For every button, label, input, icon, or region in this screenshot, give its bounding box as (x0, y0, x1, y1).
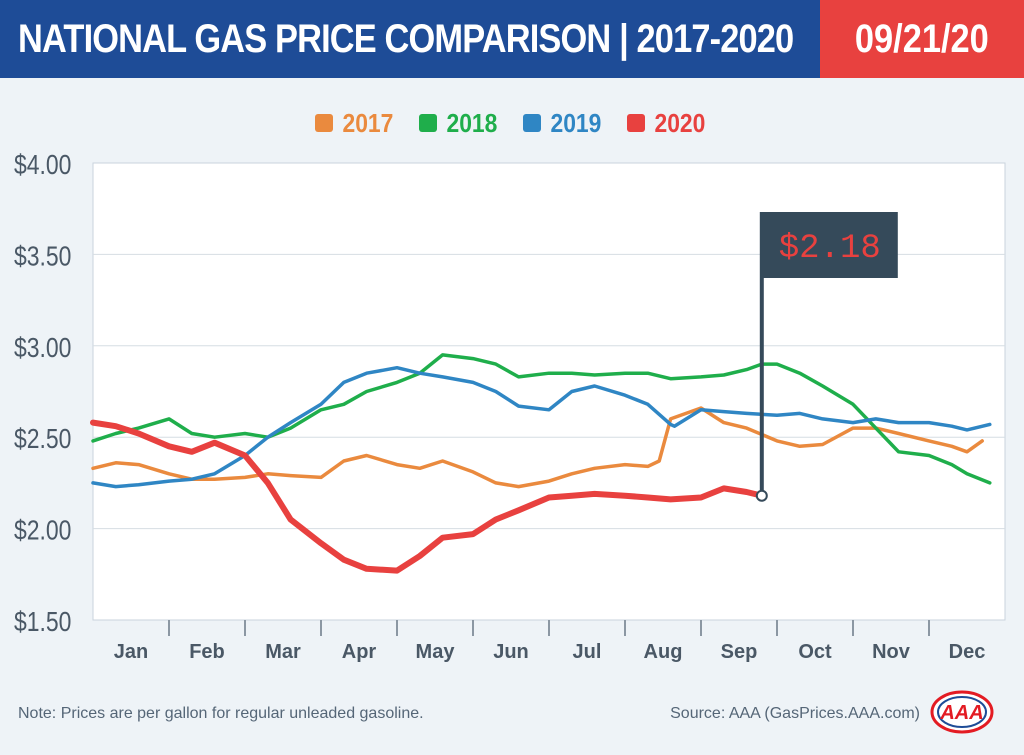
x-tick-label: Oct (798, 641, 832, 663)
x-tick-label: Feb (189, 641, 225, 663)
source-label: Source: AAA (GasPrices.AAA.com) (670, 705, 920, 722)
legend-label: 2020 (654, 107, 706, 138)
header: NATIONAL GAS PRICE COMPARISON | 2017-202… (0, 0, 1024, 78)
series-line-2019 (91, 365, 992, 489)
y-tick-label: $1.50 (14, 607, 71, 638)
aaa-logo: AAA (930, 690, 994, 734)
series-line-2017 (91, 406, 984, 489)
y-tick-label: $2.50 (14, 424, 71, 455)
series-line-2018 (91, 353, 992, 485)
current-price-label: $2.18 (779, 230, 881, 268)
legend-item-2018: 2018 (419, 108, 501, 138)
date-label: 09/21/20 (855, 16, 989, 61)
x-tick-label: Jul (573, 641, 602, 663)
x-tick-label: Jan (114, 641, 148, 663)
x-tick-label: Jun (493, 641, 529, 663)
current-price-marker (755, 489, 768, 502)
footnote: Note: Prices are per gallon for regular … (18, 705, 424, 722)
legend-swatch (523, 114, 541, 132)
legend-item-2019: 2019 (523, 108, 605, 138)
legend-swatch (315, 114, 334, 132)
y-tick-label: $3.50 (14, 241, 71, 272)
legend-item-2020: 2020 (626, 107, 709, 138)
price-flag (761, 212, 898, 278)
x-tick-label: Aug (644, 641, 683, 663)
chart-legend: 2017 2018 2019 2020 (0, 108, 1024, 138)
series-line-2020 (90, 419, 765, 574)
header-date-bar: 09/21/20 (820, 0, 1024, 78)
header-title-bar: NATIONAL GAS PRICE COMPARISON | 2017-202… (0, 0, 820, 78)
x-tick-label: Mar (265, 641, 301, 663)
aaa-logo-text: AAA (939, 702, 983, 724)
legend-swatch (626, 114, 645, 132)
x-tick-label: Apr (342, 641, 377, 663)
x-tick-label: May (416, 641, 456, 663)
y-tick-label: $2.00 (14, 516, 71, 547)
legend-label: 2019 (550, 107, 602, 138)
legend-label: 2018 (446, 107, 498, 138)
page-title: NATIONAL GAS PRICE COMPARISON | 2017-202… (18, 16, 794, 61)
x-tick-label: Sep (721, 641, 758, 663)
legend-label: 2017 (342, 107, 394, 138)
y-tick-label: $4.00 (14, 150, 71, 181)
x-tick-label: Dec (949, 641, 986, 663)
legend-swatch (419, 114, 438, 132)
legend-item-2017: 2017 (315, 108, 397, 138)
x-tick-label: Nov (872, 641, 911, 663)
y-tick-label: $3.00 (14, 333, 71, 364)
line-chart: $1.50 $2.00 $2.50 $3.00 $3.50 $4.00 Jan Feb Mar A… (14, 150, 1006, 663)
